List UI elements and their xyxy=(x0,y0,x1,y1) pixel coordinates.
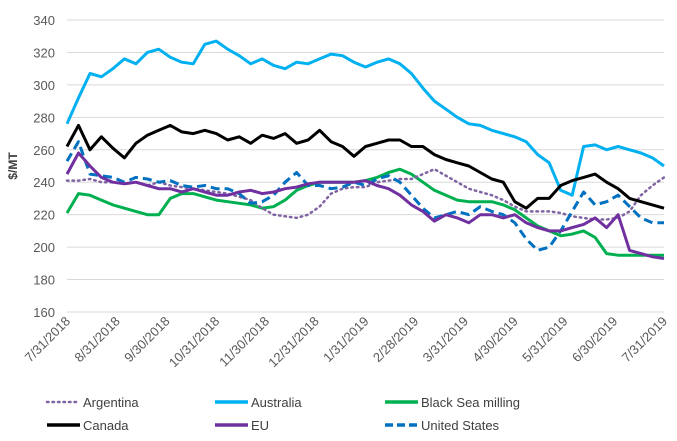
series-lines xyxy=(65,39,666,260)
x-tick-label: 5/31/2019 xyxy=(519,314,571,366)
x-tick-label: 11/30/2018 xyxy=(216,314,272,370)
series-line-eu xyxy=(65,151,665,260)
legend-item: Argentina xyxy=(45,395,139,410)
legend-label: EU xyxy=(251,418,269,433)
x-tick-label: 9/30/2018 xyxy=(121,314,173,366)
series-line-australia xyxy=(65,39,665,197)
x-tick-label: 1/31/2019 xyxy=(320,314,372,366)
x-tick-label: 3/31/2019 xyxy=(420,314,472,366)
x-tick-label: 12/31/2018 xyxy=(265,314,322,371)
legend-item: Australia xyxy=(215,395,302,410)
y-tick-label: 220 xyxy=(33,208,55,223)
x-tick-label: 8/31/2018 xyxy=(71,314,123,366)
x-tick-label: 4/30/2019 xyxy=(469,314,521,366)
y-tick-label: 260 xyxy=(33,143,55,158)
y-tick-label: 160 xyxy=(33,305,55,320)
y-axis-ticks: 160 180 200 220 240 260 280 300 320 340 xyxy=(33,13,55,320)
legend: Argentina Australia Black Sea milling Canad… xyxy=(45,395,520,433)
y-tick-label: 180 xyxy=(33,273,55,288)
y-tick-label: 240 xyxy=(33,175,55,190)
y-tick-label: 320 xyxy=(33,45,55,60)
legend-label: Argentina xyxy=(83,395,139,410)
y-tick-label: 300 xyxy=(33,78,55,93)
x-axis-ticks: 7/31/20188/31/20189/30/201810/31/201811/… xyxy=(22,314,671,371)
legend-label: Black Sea milling xyxy=(421,395,520,410)
legend-label: Australia xyxy=(251,395,302,410)
x-tick-label: 2/28/2019 xyxy=(370,314,422,366)
y-tick-label: 280 xyxy=(33,110,55,125)
legend-item: Canada xyxy=(47,418,129,433)
y-tick-label: 200 xyxy=(33,240,55,255)
series-line-argentina xyxy=(65,167,666,221)
legend-label: United States xyxy=(421,418,500,433)
y-axis-label: $/MT xyxy=(6,152,20,180)
y-tick-label: 340 xyxy=(33,13,55,28)
legend-item: EU xyxy=(215,418,269,433)
gridlines xyxy=(67,19,664,313)
x-tick-label: 7/31/2019 xyxy=(619,314,671,366)
legend-item: United States xyxy=(385,418,500,433)
legend-item: Black Sea milling xyxy=(385,395,520,410)
x-tick-label: 10/31/2018 xyxy=(166,314,223,371)
series-line-canada xyxy=(65,123,665,210)
x-tick-label: 7/31/2018 xyxy=(22,314,74,366)
legend-label: Canada xyxy=(83,418,129,433)
x-tick-label: 6/30/2019 xyxy=(569,314,621,366)
